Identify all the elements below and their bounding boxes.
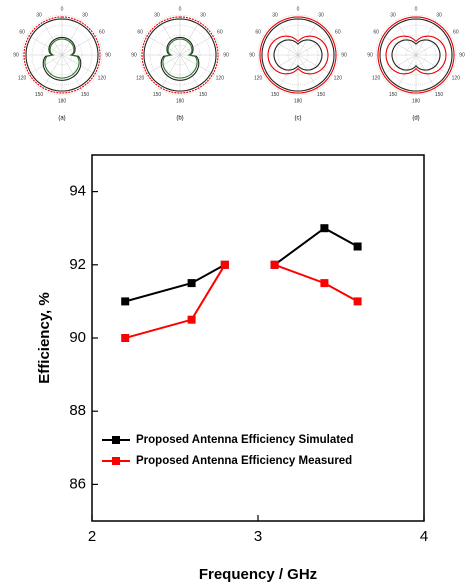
polar-angle-label: 60 <box>335 29 341 35</box>
panel-label: (a) <box>58 116 65 122</box>
polar-angle-label: 150 <box>199 92 208 98</box>
panel-label: (b) <box>176 116 183 122</box>
y-tick-label: 90 <box>69 329 86 346</box>
polar-angle-label: 0 <box>415 6 418 12</box>
polar-angle-label: 150 <box>35 92 44 98</box>
polar-angle-label: 30 <box>36 12 42 18</box>
polar-angle-label: 30 <box>82 12 88 18</box>
legend-label: Proposed Antenna Efficiency Simulated <box>136 434 353 446</box>
polar-angle-label: 120 <box>334 75 343 81</box>
polar-angle-label: 150 <box>435 92 444 98</box>
polar-angle-label: 60 <box>255 29 261 35</box>
polar-spoke <box>41 20 83 90</box>
polar-curve <box>273 39 323 71</box>
polar-curve <box>25 18 99 92</box>
polar-curve <box>162 38 198 79</box>
polar-angle-label: 120 <box>18 75 27 81</box>
polar-curve <box>267 35 329 75</box>
polar-angle-label: 90 <box>223 52 229 58</box>
polar-angle-label: 180 <box>176 98 185 104</box>
polar-angle-label: 30 <box>436 12 442 18</box>
polar-angle-label: 150 <box>317 92 326 98</box>
series-marker <box>353 297 362 306</box>
x-tick-label: 2 <box>88 528 96 545</box>
series-line <box>124 263 359 339</box>
series-line <box>124 227 359 303</box>
series-marker <box>187 315 196 324</box>
polar-angle-label: 180 <box>294 98 303 104</box>
polar-curve <box>42 36 82 81</box>
polar-angle-label: 60 <box>19 29 25 35</box>
polar-curve <box>143 18 217 92</box>
polar-angle-label: 90 <box>367 52 373 58</box>
polar-angle-label: 30 <box>272 12 278 18</box>
polar-angle-label: 90 <box>13 52 19 58</box>
polar-curve <box>261 18 335 92</box>
series-marker <box>187 279 196 288</box>
polar-angle-label: 120 <box>452 75 461 81</box>
polar-angle-label: 0 <box>297 6 300 12</box>
y-axis-label: Efficiency, % <box>36 292 53 383</box>
polar-curve <box>141 16 219 94</box>
polar-angle-label: 150 <box>81 92 90 98</box>
polar-angle-label: 150 <box>153 92 162 98</box>
series-marker <box>270 260 279 269</box>
polar-angle-label: 90 <box>459 52 465 58</box>
polar-angle-label: 0 <box>179 6 182 12</box>
polar-curve <box>160 36 200 81</box>
polar-angle-label: 30 <box>154 12 160 18</box>
polar-angle-label: 30 <box>390 12 396 18</box>
polar-angle-label: 60 <box>217 29 223 35</box>
polar-angle-label: 180 <box>412 98 421 104</box>
polar-angle-label: 120 <box>372 75 381 81</box>
polar-curve <box>385 35 447 75</box>
polar-angle-label: 120 <box>98 75 107 81</box>
panel-label: (d) <box>412 116 419 122</box>
polar-angle-label: 60 <box>137 29 143 35</box>
legend-marker <box>112 457 120 465</box>
polar-curve <box>44 38 80 79</box>
polar-angle-label: 120 <box>136 75 145 81</box>
polar-angle-label: 150 <box>271 92 280 98</box>
polar-angle-label: 30 <box>200 12 206 18</box>
x-tick-label: 3 <box>254 528 262 545</box>
polar-angle-label: 90 <box>131 52 137 58</box>
polar-angle-label: 90 <box>105 52 111 58</box>
polar-angle-label: 180 <box>58 98 67 104</box>
polar-angle-label: 150 <box>389 92 398 98</box>
series-marker <box>353 242 362 251</box>
polar-curve <box>23 16 101 94</box>
polar-angle-label: 60 <box>373 29 379 35</box>
polar-curve <box>377 16 455 94</box>
series-marker <box>320 279 329 288</box>
x-axis-label: Frequency / GHz <box>199 566 317 583</box>
polar-angle-label: 120 <box>216 75 225 81</box>
polar-angle-label: 90 <box>341 52 347 58</box>
polar-spoke <box>159 20 201 90</box>
y-tick-label: 94 <box>69 183 86 200</box>
y-tick-label: 88 <box>69 402 86 419</box>
legend-label: Proposed Antenna Efficiency Measured <box>136 455 352 467</box>
series-marker <box>320 224 329 233</box>
polar-angle-label: 30 <box>318 12 324 18</box>
polar-angle-label: 90 <box>249 52 255 58</box>
polar-angle-label: 0 <box>61 6 64 12</box>
polar-angle-label: 60 <box>453 29 459 35</box>
polar-curve <box>259 16 337 94</box>
series-marker <box>121 297 130 306</box>
panel-label: (c) <box>295 116 302 122</box>
polar-curve <box>391 39 441 71</box>
series-marker <box>220 260 229 269</box>
polar-angle-label: 120 <box>254 75 263 81</box>
x-tick-label: 4 <box>420 528 428 545</box>
polar-spoke <box>395 20 437 90</box>
y-tick-label: 92 <box>69 256 86 273</box>
legend-marker <box>112 436 120 444</box>
y-tick-label: 86 <box>69 475 86 492</box>
polar-spoke <box>277 20 319 90</box>
series-marker <box>121 334 130 342</box>
polar-curve <box>379 18 453 92</box>
polar-angle-label: 60 <box>99 29 105 35</box>
